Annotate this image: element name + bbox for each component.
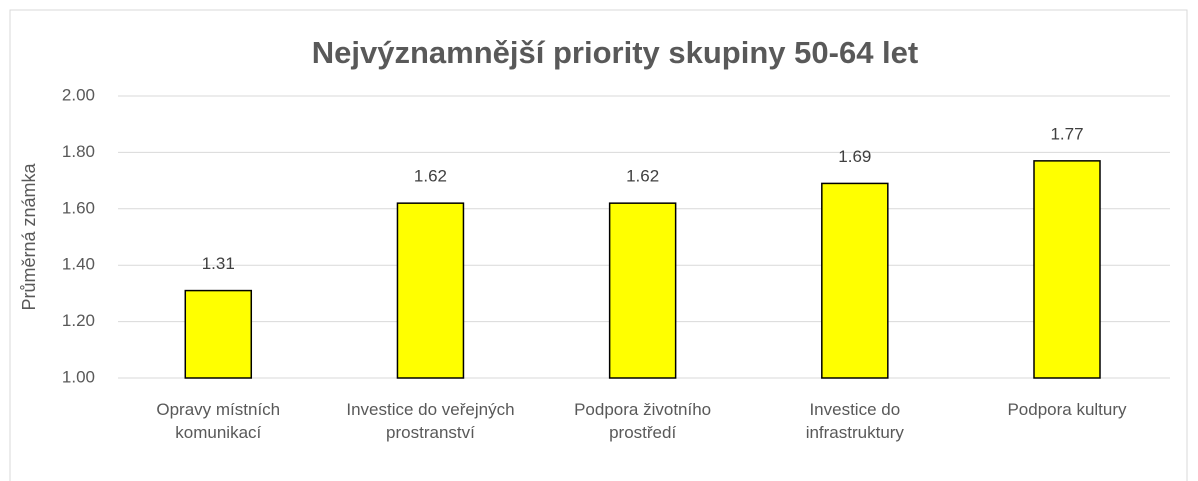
x-tick-label-box: Opravy místních komunikací	[156, 400, 281, 442]
y-tick-label: 1.20	[62, 311, 95, 330]
bar	[821, 182, 889, 379]
data-label: 1.31	[202, 254, 235, 273]
bar	[608, 202, 677, 379]
data-label: 1.77	[1050, 124, 1083, 143]
y-tick-label: 1.40	[62, 255, 95, 274]
data-label: 1.62	[626, 167, 659, 186]
x-tick-label: Investice do veřejných prostranství	[346, 400, 515, 442]
bar	[396, 202, 465, 379]
x-tick-label: Podpora životního prostředí	[574, 400, 712, 442]
x-tick-label: Podpora kultury	[1007, 400, 1127, 419]
x-tick-label: Investice do infrastruktury	[805, 400, 904, 442]
y-axis-label: Průměrná známka	[19, 162, 39, 310]
bar	[184, 289, 253, 379]
data-label: 1.69	[838, 147, 871, 166]
x-tick-label: Opravy místních komunikací	[156, 400, 281, 442]
x-tick-label-box: Investice do veřejných prostranství	[346, 400, 515, 442]
x-tick-label-box: Podpora kultury	[1007, 400, 1127, 419]
y-tick-label: 2.00	[62, 85, 95, 104]
x-tick-label-box: Investice do infrastruktury	[805, 400, 904, 442]
chart-frame	[9, 9, 1188, 481]
y-tick-label: 1.80	[62, 142, 95, 161]
chart-title: Nejvýznamnější priority skupiny 50-64 le…	[312, 35, 918, 70]
x-tick-label-box: Podpora životního prostředí	[574, 400, 712, 442]
y-tick-label: 1.00	[62, 367, 95, 386]
bar	[1033, 160, 1101, 379]
data-label: 1.62	[414, 167, 447, 186]
y-tick-label: 1.60	[62, 198, 95, 217]
